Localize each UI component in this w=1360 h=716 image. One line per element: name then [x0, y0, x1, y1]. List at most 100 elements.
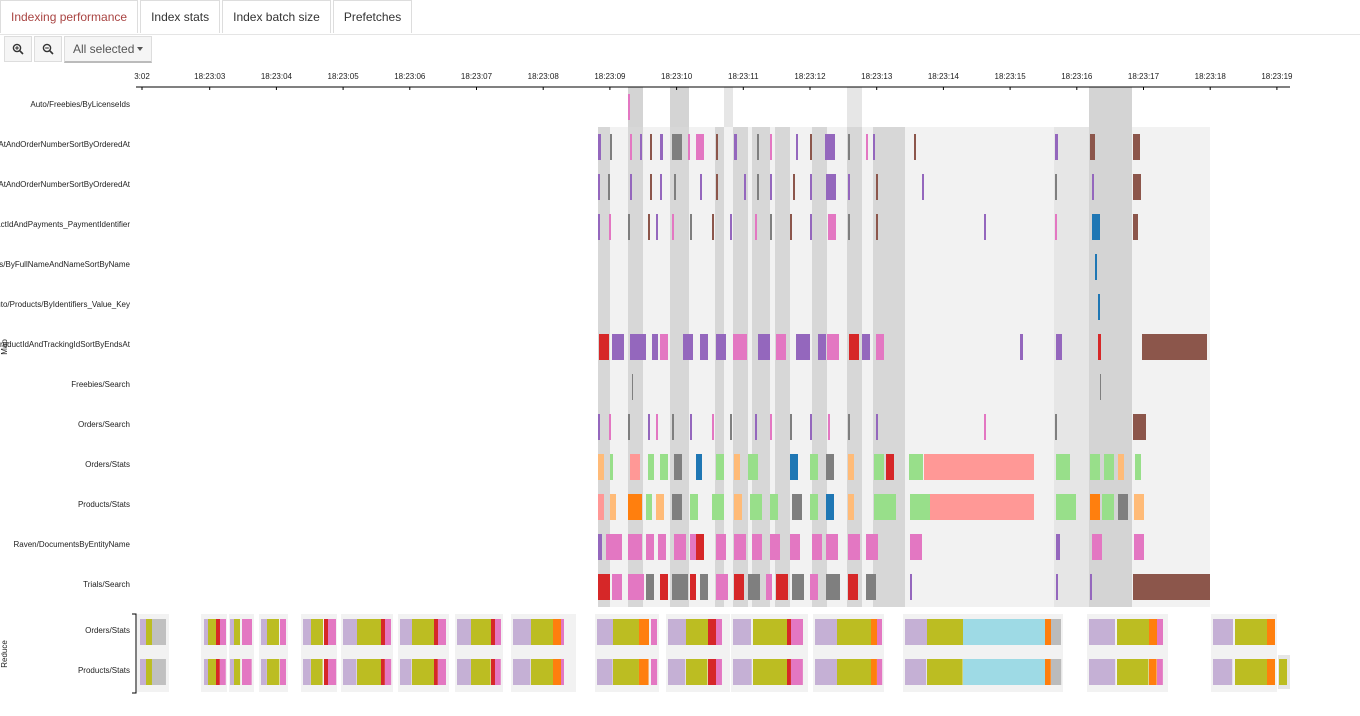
- reduce-bar[interactable]: [438, 659, 446, 685]
- reduce-bar[interactable]: [708, 619, 716, 645]
- indexing-bar[interactable]: [810, 214, 812, 240]
- indexing-bar[interactable]: [874, 454, 884, 480]
- reduce-bar[interactable]: [216, 619, 220, 645]
- indexing-bar[interactable]: [690, 214, 692, 240]
- indexing-bar[interactable]: [1118, 454, 1124, 480]
- indexing-bar[interactable]: [734, 534, 746, 560]
- reduce-bar[interactable]: [216, 659, 220, 685]
- indexing-bar[interactable]: [818, 334, 826, 360]
- indexing-bar[interactable]: [1135, 454, 1141, 480]
- indexing-bar[interactable]: [922, 174, 924, 200]
- reduce-bar[interactable]: [639, 619, 649, 645]
- indexing-bar[interactable]: [1090, 574, 1092, 600]
- indexing-bar[interactable]: [1095, 254, 1097, 280]
- indexing-bar[interactable]: [766, 574, 772, 600]
- indexing-bar[interactable]: [1055, 174, 1057, 200]
- reduce-bar[interactable]: [927, 659, 963, 685]
- indexing-bar[interactable]: [826, 534, 838, 560]
- indexing-bar[interactable]: [752, 534, 762, 560]
- indexing-bar[interactable]: [632, 374, 633, 400]
- indexing-bar[interactable]: [716, 574, 728, 600]
- reduce-bar[interactable]: [651, 619, 657, 645]
- reduce-bar[interactable]: [230, 619, 234, 645]
- reduce-bar[interactable]: [815, 659, 838, 685]
- indexing-bar[interactable]: [612, 574, 622, 600]
- indexing-bar[interactable]: [608, 174, 610, 200]
- indexing-bar[interactable]: [848, 174, 850, 200]
- indexing-bar[interactable]: [598, 174, 600, 200]
- indexing-bar[interactable]: [826, 494, 834, 520]
- reduce-bar[interactable]: [1235, 619, 1267, 645]
- indexing-bar[interactable]: [862, 334, 870, 360]
- reduce-bar[interactable]: [1045, 619, 1051, 645]
- indexing-bar[interactable]: [866, 134, 868, 160]
- indexing-bar[interactable]: [630, 334, 646, 360]
- indexing-bar[interactable]: [648, 214, 650, 240]
- indexing-bar[interactable]: [598, 454, 604, 480]
- reduce-bar[interactable]: [716, 619, 722, 645]
- indexing-bar[interactable]: [1092, 534, 1102, 560]
- indexing-bar[interactable]: [598, 534, 602, 560]
- reduce-bar[interactable]: [311, 619, 323, 645]
- reduce-bar[interactable]: [686, 659, 707, 685]
- indexing-bar[interactable]: [1104, 454, 1114, 480]
- reduce-bar[interactable]: [1045, 659, 1051, 685]
- reduce-bar[interactable]: [1267, 659, 1275, 685]
- reduce-bar[interactable]: [1235, 659, 1268, 685]
- indexing-bar[interactable]: [1090, 134, 1095, 160]
- indexing-bar[interactable]: [660, 454, 668, 480]
- indexing-bar[interactable]: [776, 334, 786, 360]
- reduce-bar[interactable]: [877, 659, 882, 685]
- indexing-bar[interactable]: [826, 574, 840, 600]
- indexing-bar[interactable]: [790, 214, 792, 240]
- reduce-bar[interactable]: [963, 619, 1045, 645]
- indexing-bar[interactable]: [914, 134, 916, 160]
- indexing-bar[interactable]: [690, 574, 696, 600]
- indexing-bar[interactable]: [866, 574, 876, 600]
- indexing-bar[interactable]: [757, 134, 759, 160]
- reduce-bar[interactable]: [434, 619, 438, 645]
- indexing-bar[interactable]: [628, 214, 630, 240]
- reduce-bar[interactable]: [491, 659, 495, 685]
- indexing-bar[interactable]: [630, 134, 632, 160]
- reduce-bar[interactable]: [311, 659, 323, 685]
- indexing-bar[interactable]: [648, 454, 654, 480]
- indexing-bar[interactable]: [730, 414, 732, 440]
- indexing-bar[interactable]: [1020, 334, 1023, 360]
- indexing-bar[interactable]: [683, 334, 693, 360]
- indexing-bar[interactable]: [848, 134, 850, 160]
- reduce-bar[interactable]: [686, 619, 708, 645]
- reduce-bar[interactable]: [343, 619, 357, 645]
- reduce-bar[interactable]: [457, 619, 471, 645]
- reduce-bar[interactable]: [381, 619, 385, 645]
- reduce-bar[interactable]: [1149, 619, 1157, 645]
- indexing-bar[interactable]: [1133, 214, 1138, 240]
- indexing-bar[interactable]: [716, 334, 726, 360]
- indexing-bar[interactable]: [734, 574, 744, 600]
- indexing-bar[interactable]: [748, 574, 760, 600]
- indexing-bar[interactable]: [696, 134, 704, 160]
- reduce-bar[interactable]: [1267, 619, 1275, 645]
- reduce-bar[interactable]: [871, 659, 877, 685]
- reduce-bar[interactable]: [491, 619, 495, 645]
- indexing-bar[interactable]: [848, 494, 854, 520]
- indexing-bar[interactable]: [755, 214, 757, 240]
- reduce-bar[interactable]: [787, 659, 791, 685]
- indexing-bar[interactable]: [700, 574, 708, 600]
- indexing-bar[interactable]: [790, 534, 800, 560]
- reduce-bar[interactable]: [1089, 619, 1115, 645]
- indexing-bar[interactable]: [1133, 574, 1210, 600]
- reduce-bar[interactable]: [668, 619, 686, 645]
- indexing-bar[interactable]: [1056, 494, 1076, 520]
- reduce-bar[interactable]: [1157, 619, 1163, 645]
- indexing-bar[interactable]: [640, 134, 642, 160]
- indexing-bar[interactable]: [744, 174, 746, 200]
- reduce-bar[interactable]: [220, 619, 226, 645]
- indexing-bar[interactable]: [660, 174, 662, 200]
- indexing-bar[interactable]: [609, 414, 611, 440]
- indexing-timeline[interactable]: 3:02 18:23:03 18:23:04 18:23:05 18:23:06 18:2…: [0, 62, 1360, 716]
- indexing-bar[interactable]: [606, 534, 622, 560]
- indexing-bar[interactable]: [1090, 494, 1100, 520]
- indexing-bar[interactable]: [924, 454, 1034, 480]
- indexing-bar[interactable]: [796, 134, 798, 160]
